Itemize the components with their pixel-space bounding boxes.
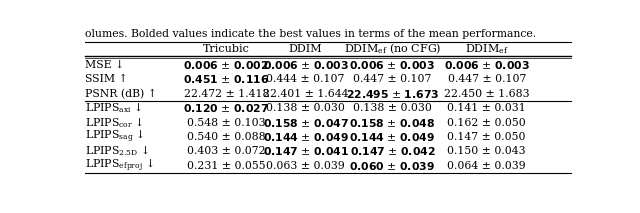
Text: $\mathbf{0.120}$ $\pm$ $\mathbf{0.027}$: $\mathbf{0.120}$ $\pm$ $\mathbf{0.027}$ [183,102,269,114]
Text: DDIM: DDIM [289,44,323,54]
Text: LPIPS$_\mathregular{2.5D}$ ↓: LPIPS$_\mathregular{2.5D}$ ↓ [85,145,150,158]
Text: Tricubic: Tricubic [203,44,250,54]
Text: $\mathbf{0.006}$ $\pm$ $\mathbf{0.003}$: $\mathbf{0.006}$ $\pm$ $\mathbf{0.003}$ [444,59,530,71]
Text: LPIPS$_\mathregular{cor}$ ↓: LPIPS$_\mathregular{cor}$ ↓ [85,116,144,130]
Text: DDIM$_\mathregular{ef}$ (no CFG): DDIM$_\mathregular{ef}$ (no CFG) [344,42,441,56]
Text: $\mathbf{0.006}$ $\pm$ $\mathbf{0.003}$: $\mathbf{0.006}$ $\pm$ $\mathbf{0.003}$ [262,59,349,71]
Text: $\mathbf{0.060}$ $\pm$ $\mathbf{0.039}$: $\mathbf{0.060}$ $\pm$ $\mathbf{0.039}$ [349,160,435,172]
Text: MSE ↓: MSE ↓ [85,60,124,70]
Text: $\mathbf{0.451}$ $\pm$ $\mathbf{0.116}$: $\mathbf{0.451}$ $\pm$ $\mathbf{0.116}$ [183,73,269,85]
Text: SSIM ↑: SSIM ↑ [85,74,128,84]
Text: 0.147 ± 0.050: 0.147 ± 0.050 [447,132,526,142]
Text: 0.063 ± 0.039: 0.063 ± 0.039 [266,161,345,171]
Text: 0.447 ± 0.107: 0.447 ± 0.107 [353,74,431,84]
Text: $\mathbf{0.147}$ $\pm$ $\mathbf{0.041}$: $\mathbf{0.147}$ $\pm$ $\mathbf{0.041}$ [262,145,349,157]
Text: PSNR (dB) ↑: PSNR (dB) ↑ [85,89,157,99]
Text: $\mathbf{0.158}$ $\pm$ $\mathbf{0.047}$: $\mathbf{0.158}$ $\pm$ $\mathbf{0.047}$ [262,117,349,129]
Text: 0.138 ± 0.030: 0.138 ± 0.030 [353,103,432,113]
Text: 0.548 ± 0.103: 0.548 ± 0.103 [187,118,266,128]
Text: 0.444 ± 0.107: 0.444 ± 0.107 [266,74,345,84]
Text: LPIPS$_\mathregular{sag}$ ↓: LPIPS$_\mathregular{sag}$ ↓ [85,129,145,145]
Text: 0.162 ± 0.050: 0.162 ± 0.050 [447,118,526,128]
Text: 0.231 ± 0.055: 0.231 ± 0.055 [187,161,266,171]
Text: LPIPS$_\mathregular{efproj}$ ↓: LPIPS$_\mathregular{efproj}$ ↓ [85,158,154,174]
Text: $\mathbf{0.144}$ $\pm$ $\mathbf{0.049}$: $\mathbf{0.144}$ $\pm$ $\mathbf{0.049}$ [349,131,435,143]
Text: $\mathbf{0.147}$ $\pm$ $\mathbf{0.042}$: $\mathbf{0.147}$ $\pm$ $\mathbf{0.042}$ [349,145,435,157]
Text: $\mathbf{0.144}$ $\pm$ $\mathbf{0.049}$: $\mathbf{0.144}$ $\pm$ $\mathbf{0.049}$ [262,131,349,143]
Text: 0.403 ± 0.072: 0.403 ± 0.072 [187,147,266,157]
Text: 0.138 ± 0.030: 0.138 ± 0.030 [266,103,345,113]
Text: $\mathbf{22.495}$ $\pm$ $\mathbf{1.673}$: $\mathbf{22.495}$ $\pm$ $\mathbf{1.673}$ [346,88,439,100]
Text: $\mathbf{0.006}$ $\pm$ $\mathbf{0.002}$: $\mathbf{0.006}$ $\pm$ $\mathbf{0.002}$ [184,59,269,71]
Text: 0.150 ± 0.043: 0.150 ± 0.043 [447,147,526,157]
Text: 0.141 ± 0.031: 0.141 ± 0.031 [447,103,526,113]
Text: $\mathbf{0.158}$ $\pm$ $\mathbf{0.048}$: $\mathbf{0.158}$ $\pm$ $\mathbf{0.048}$ [349,117,436,129]
Text: 22.401 ± 1.644: 22.401 ± 1.644 [263,89,348,99]
Text: DDIM$_\mathregular{ef}$: DDIM$_\mathregular{ef}$ [465,42,509,56]
Text: 0.064 ± 0.039: 0.064 ± 0.039 [447,161,526,171]
Text: $\mathbf{0.006}$ $\pm$ $\mathbf{0.003}$: $\mathbf{0.006}$ $\pm$ $\mathbf{0.003}$ [349,59,435,71]
Text: LPIPS$_\mathregular{axi}$ ↓: LPIPS$_\mathregular{axi}$ ↓ [85,101,143,115]
Text: 22.450 ± 1.683: 22.450 ± 1.683 [444,89,529,99]
Text: 0.447 ± 0.107: 0.447 ± 0.107 [447,74,526,84]
Text: olumes. Bolded values indicate the best values in terms of the mean performance.: olumes. Bolded values indicate the best … [85,29,536,39]
Text: 22.472 ± 1.418: 22.472 ± 1.418 [184,89,269,99]
Text: 0.540 ± 0.088: 0.540 ± 0.088 [187,132,266,142]
